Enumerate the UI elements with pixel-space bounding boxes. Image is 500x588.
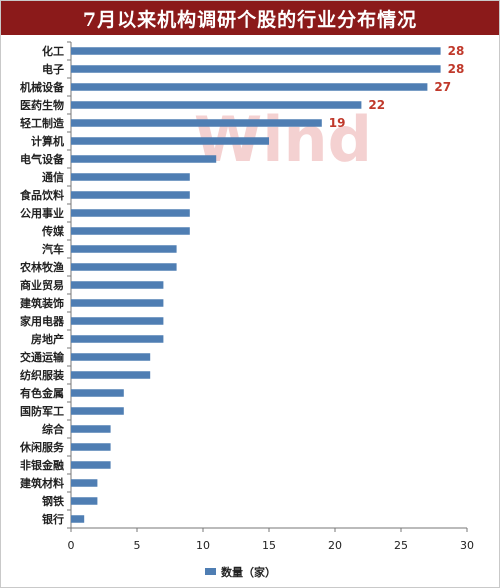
bar-21 <box>71 407 124 415</box>
bar-2 <box>71 65 441 73</box>
bar-13 <box>71 263 177 271</box>
category-label: 房地产 <box>31 332 64 346</box>
legend-label: 数量（家） <box>221 565 276 579</box>
bar-19 <box>71 371 151 379</box>
bar-22 <box>71 425 111 433</box>
bar-18 <box>71 353 151 361</box>
chart-title: 7月以来机构调研个股的行业分布情况 <box>82 8 418 31</box>
bar-3 <box>71 83 428 91</box>
x-tick-label: 15 <box>262 539 276 552</box>
category-label: 有色金属 <box>20 386 64 400</box>
category-label: 建筑装饰 <box>20 296 64 310</box>
bar-10 <box>71 209 190 217</box>
x-tick-label: 10 <box>196 539 210 552</box>
data-label-4: 22 <box>368 98 385 112</box>
category-label: 纺织服装 <box>20 368 64 382</box>
category-label: 电子 <box>42 62 64 76</box>
title-bar: 7月以来机构调研个股的行业分布情况 <box>1 1 499 35</box>
category-label: 机械设备 <box>20 80 65 94</box>
category-label: 银行 <box>42 512 64 526</box>
bar-17 <box>71 335 164 343</box>
category-label: 家用电器 <box>20 314 65 328</box>
x-tick-label: 0 <box>68 539 75 552</box>
category-label: 交通运输 <box>20 350 65 364</box>
category-label: 化工 <box>42 44 64 58</box>
category-label: 商业贸易 <box>20 278 64 292</box>
legend-swatch <box>205 568 216 575</box>
bar-26 <box>71 497 98 505</box>
category-label: 公用事业 <box>20 206 64 220</box>
category-label: 国防军工 <box>20 404 64 418</box>
data-label-3: 27 <box>434 80 451 94</box>
bar-1 <box>71 47 441 55</box>
data-label-1: 28 <box>448 44 465 58</box>
bar-11 <box>71 227 190 235</box>
bar-27 <box>71 515 85 523</box>
category-label: 综合 <box>42 422 65 436</box>
bar-4 <box>71 101 362 109</box>
bar-15 <box>71 299 164 307</box>
category-label: 食品饮料 <box>20 188 64 202</box>
bar-14 <box>71 281 164 289</box>
category-label: 钢铁 <box>42 494 64 508</box>
category-label: 非银金融 <box>20 458 64 472</box>
bar-6 <box>71 137 269 145</box>
bar-23 <box>71 443 111 451</box>
bar-5 <box>71 119 322 127</box>
x-tick-label: 20 <box>328 539 342 552</box>
bar-8 <box>71 173 190 181</box>
category-label: 传媒 <box>41 224 65 238</box>
data-label-5: 19 <box>329 116 346 130</box>
category-label: 电气设备 <box>20 152 65 166</box>
x-tick-label: 30 <box>460 539 474 552</box>
bar-25 <box>71 479 98 487</box>
bar-9 <box>71 191 190 199</box>
category-label: 计算机 <box>31 134 64 148</box>
bar-20 <box>71 389 124 397</box>
data-label-2: 28 <box>448 62 465 76</box>
bar-7 <box>71 155 217 163</box>
bar-24 <box>71 461 111 469</box>
category-label: 休闲服务 <box>19 440 65 454</box>
category-label: 医药生物 <box>20 98 64 112</box>
category-label: 汽车 <box>42 242 64 256</box>
category-label: 轻工制造 <box>20 116 65 130</box>
bar-16 <box>71 317 164 325</box>
category-label: 通信 <box>42 170 64 184</box>
category-label: 建筑材料 <box>20 476 64 490</box>
x-tick-label: 5 <box>134 539 141 552</box>
category-label: 农林牧渔 <box>19 260 64 274</box>
bar-12 <box>71 245 177 253</box>
x-tick-label: 25 <box>394 539 408 552</box>
